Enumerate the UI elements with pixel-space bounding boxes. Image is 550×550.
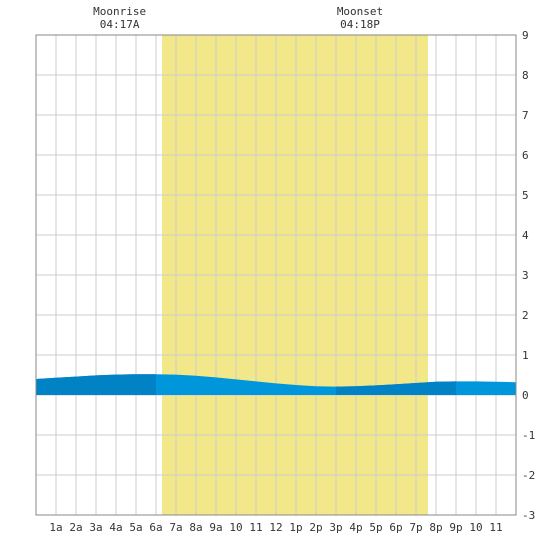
x-tick-label: 3p	[329, 521, 342, 534]
moon-event-label: Moonrise	[93, 5, 146, 18]
x-tick-label: 8a	[189, 521, 202, 534]
x-tick-label: 4p	[349, 521, 362, 534]
y-tick-label: 5	[522, 189, 529, 202]
tide-area-group	[36, 374, 516, 395]
y-tick-label: -2	[522, 469, 535, 482]
x-tick-label: 7a	[169, 521, 182, 534]
x-tick-label: 10	[469, 521, 482, 534]
x-tick-label: 5p	[369, 521, 382, 534]
y-tick-label: 9	[522, 29, 529, 42]
x-tick-label: 6a	[149, 521, 162, 534]
y-tick-label: -1	[522, 429, 535, 442]
x-tick-label: 9a	[209, 521, 222, 534]
y-tick-label: 4	[522, 229, 529, 242]
x-tick-label: 12	[269, 521, 282, 534]
x-tick-label: 5a	[129, 521, 142, 534]
x-tick-label: 6p	[389, 521, 402, 534]
y-tick-label: 3	[522, 269, 529, 282]
tide-area-shade	[336, 381, 456, 395]
y-tick-label: 1	[522, 349, 529, 362]
x-tick-label: 11	[249, 521, 262, 534]
y-tick-label: 8	[522, 69, 529, 82]
moon-event-time: 04:18P	[340, 18, 380, 31]
moon-event-time: 04:17A	[100, 18, 140, 31]
moon-event-label: Moonset	[337, 5, 383, 18]
y-tick-label: 6	[522, 149, 529, 162]
y-tick-label: -3	[522, 509, 535, 522]
tide-area-shade	[36, 374, 156, 395]
x-tick-label: 10	[229, 521, 242, 534]
x-tick-label: 9p	[449, 521, 462, 534]
x-tick-label: 2p	[309, 521, 322, 534]
x-tick-label: 2a	[69, 521, 82, 534]
y-tick-labels: 9 8 7 6 5 4 3 2 1 0 -1 -2 -3	[522, 29, 535, 522]
plot-frame	[35, 34, 517, 516]
x-tick-label: 7p	[409, 521, 422, 534]
x-tick-label: 3a	[89, 521, 102, 534]
grid-lines	[36, 35, 516, 515]
x-tick-label: 1a	[49, 521, 62, 534]
x-tick-labels: 1a 2a 3a 4a 5a 6a 7a 8a 9a 10 11 12 1p 2p 3p 4p 5p 6p 7p 8p…	[49, 521, 502, 534]
x-tick-label: 8p	[429, 521, 442, 534]
y-tick-label: 2	[522, 309, 529, 322]
y-tick-label: 7	[522, 109, 529, 122]
y-tick-label: 0	[522, 389, 529, 402]
x-tick-label: 4a	[109, 521, 122, 534]
x-tick-label: 1p	[289, 521, 302, 534]
x-tick-label: 11	[489, 521, 502, 534]
